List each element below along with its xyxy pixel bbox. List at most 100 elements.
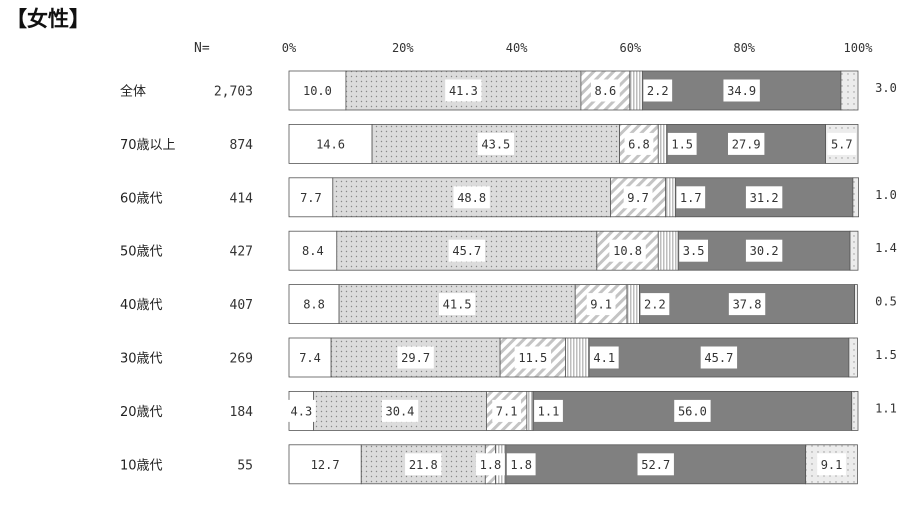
n-value: 269 — [230, 352, 253, 367]
value-label-bg — [299, 293, 329, 316]
value-label-bg — [817, 453, 846, 476]
value-label: 1.1 — [538, 404, 560, 418]
category-label: 10歳代 — [120, 458, 163, 473]
value-label-bg — [453, 186, 490, 209]
value-label: 8.4 — [302, 244, 324, 258]
value-label: 9.7 — [627, 191, 649, 205]
value-label-bg — [745, 239, 783, 262]
value-label-bg — [586, 293, 616, 316]
value-label: 56.0 — [678, 404, 707, 418]
value-label-bg — [679, 239, 708, 262]
value-label: 45.7 — [704, 351, 733, 365]
value-label: 0.5 — [875, 295, 897, 309]
category-label: 50歳代 — [120, 245, 163, 260]
value-label-bg — [637, 453, 674, 476]
n-value: 2,703 — [214, 85, 253, 100]
value-label: 43.5 — [481, 137, 510, 151]
value-label-bg — [492, 399, 522, 422]
value-label-bg — [296, 186, 326, 209]
x-tick-label: 100% — [844, 41, 874, 55]
n-value: 55 — [237, 458, 253, 473]
value-label: 34.9 — [727, 84, 756, 98]
category-label: 70歳以上 — [120, 138, 176, 153]
value-label: 1.8 — [480, 458, 502, 472]
value-label-bg — [381, 399, 419, 422]
bar-segment — [848, 337, 858, 378]
value-label: 21.8 — [409, 458, 438, 472]
category-label: 全体 — [120, 84, 146, 100]
value-label: 1.5 — [671, 137, 693, 151]
value-label: 12.7 — [311, 458, 340, 472]
value-label-bg — [312, 132, 349, 155]
value-label-bg — [643, 79, 673, 102]
value-label: 7.1 — [496, 404, 518, 418]
bar-segment — [854, 284, 858, 325]
value-label: 2.2 — [647, 84, 669, 98]
value-label: 27.9 — [732, 137, 761, 151]
value-label-bg — [728, 293, 766, 316]
value-label-bg — [306, 453, 344, 476]
value-label-bg — [295, 346, 325, 369]
x-tick-label: 0% — [282, 41, 297, 55]
n-value: 427 — [230, 245, 253, 260]
value-label: 9.1 — [821, 458, 843, 472]
value-label-bg — [298, 239, 328, 262]
n-value: 414 — [230, 191, 254, 206]
value-label: 7.7 — [300, 191, 322, 205]
value-label-bg — [745, 186, 783, 209]
value-label: 8.8 — [303, 298, 325, 312]
value-label-bg — [827, 132, 857, 155]
x-tick-label: 60% — [620, 41, 642, 55]
value-label-bg — [445, 79, 482, 102]
value-label: 1.5 — [875, 348, 897, 362]
value-label-bg — [589, 346, 619, 369]
bar-segment — [288, 444, 362, 485]
bar-segment — [849, 230, 859, 271]
n-value: 184 — [230, 405, 254, 420]
bar-segment — [565, 337, 590, 378]
category-label: 20歳代 — [120, 405, 163, 420]
value-label: 8.6 — [595, 84, 617, 98]
value-label-bg — [700, 346, 738, 369]
value-label: 41.5 — [443, 298, 472, 312]
category-label: 30歳代 — [120, 352, 163, 367]
x-tick-label: 80% — [733, 41, 755, 55]
value-label-bg — [476, 453, 505, 476]
value-label: 5.7 — [831, 137, 853, 151]
value-label-bg — [640, 293, 670, 316]
chart-title: 【女性】 — [6, 7, 90, 31]
value-label-bg — [727, 132, 765, 155]
value-label: 4.3 — [291, 404, 313, 418]
x-tick-label: 40% — [506, 41, 528, 55]
value-label: 1.8 — [510, 458, 532, 472]
bar-segment — [852, 177, 859, 218]
x-tick-label: 20% — [392, 41, 414, 55]
value-label-bg — [624, 132, 654, 155]
value-label: 2.2 — [644, 298, 666, 312]
bar-segment — [629, 70, 643, 111]
value-label: 45.7 — [452, 244, 481, 258]
bar-segment — [840, 70, 859, 111]
value-label-bg — [723, 79, 760, 102]
value-label: 37.8 — [733, 298, 762, 312]
value-label-bg — [609, 239, 646, 262]
bar-segment — [526, 390, 534, 431]
value-label: 10.8 — [613, 244, 642, 258]
value-label: 4.1 — [593, 351, 615, 365]
bar-segment — [610, 177, 667, 218]
value-label-bg — [448, 239, 486, 262]
value-label-bg — [534, 399, 563, 422]
value-label-bg — [514, 346, 552, 369]
category-label: 60歳代 — [120, 191, 163, 206]
bar-segment — [657, 124, 668, 164]
value-label: 31.2 — [750, 191, 779, 205]
value-label-bg — [623, 186, 653, 209]
value-label-bg — [676, 186, 706, 209]
value-label: 48.8 — [457, 191, 486, 205]
bar-segment — [851, 390, 859, 431]
bar-segment — [657, 230, 679, 271]
bar-segment — [665, 177, 676, 218]
n-header: N= — [194, 41, 210, 56]
value-label: 7.4 — [299, 351, 321, 365]
